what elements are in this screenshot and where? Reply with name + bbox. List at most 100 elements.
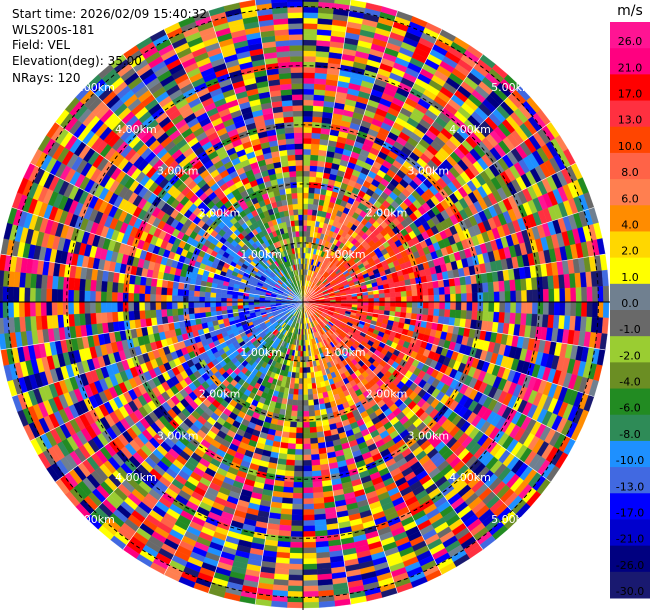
velocity-gate [302,34,318,41]
velocity-gate [314,67,328,74]
velocity-gate [294,460,304,467]
velocity-gate [498,312,506,324]
velocity-gate [296,416,304,423]
velocity-gate [318,600,336,608]
velocity-gate [288,569,304,576]
velocity-gate [390,296,397,303]
velocity-gate [302,492,314,499]
velocity-gate [302,225,308,232]
velocity-gate [311,132,321,140]
velocity-gate [498,280,506,292]
velocity-gate [406,307,413,314]
velocity-gate [315,420,323,428]
velocity-gate [302,88,315,95]
ray-separator [302,121,551,303]
velocity-gate [411,289,418,297]
velocity-gate [302,116,313,123]
velocity-gate [313,508,326,515]
velocity-gate [84,313,92,325]
velocity-gate [302,143,312,150]
velocity-gate [302,45,317,52]
velocity-gate [282,492,294,499]
velocity-gate [461,293,468,303]
velocity-gate [288,574,304,581]
velocity-gate [284,470,295,477]
velocity-gate [310,143,320,150]
velocity-gate [309,165,318,172]
velocity-gate [427,288,435,296]
velocity-gate [311,138,321,145]
velocity-gate [308,192,315,199]
velocity-gate [106,311,113,323]
velocity-gate [128,310,135,321]
velocity-gate [537,301,544,315]
velocity-gate [493,301,500,313]
velocity-gate [133,310,141,320]
velocity-gate [293,471,304,478]
velocity-gate [287,585,304,592]
velocity-gate [455,301,462,311]
velocity-gate [295,432,304,439]
velocity-gate [282,486,294,494]
velocity-gate [439,294,446,303]
velocity-gate [292,498,304,505]
velocity-gate [281,502,293,510]
velocity-gate [521,290,528,303]
velocity-gate [283,481,294,488]
velocity-gate [193,307,200,314]
velocity-gate [312,486,324,494]
velocity-gate [373,293,380,299]
velocity-gate [384,292,391,298]
velocity-gate [308,405,315,412]
velocity-gate [305,361,311,368]
velocity-gate [306,372,312,379]
velocity-gate [389,292,396,298]
velocity-gate [314,83,326,91]
velocity-gate [242,304,249,309]
velocity-gate [395,296,402,303]
velocity-gate [302,454,312,461]
velocity-gate [422,288,429,296]
velocity-gate [586,286,593,303]
velocity-gate [302,105,314,112]
velocity-gate [290,525,304,532]
velocity-gate [400,290,407,298]
velocity-gate [313,99,325,107]
velocity-gate [515,290,522,303]
velocity-gate [177,314,185,322]
velocity-gate [302,449,312,456]
velocity-gate [461,301,468,311]
velocity-gate [315,171,324,179]
velocity-gate [444,294,451,303]
velocity-gate [564,301,571,317]
velocity-gate [487,311,495,323]
velocity-gate [482,282,489,293]
velocity-gate [293,388,299,395]
velocity-gate [559,301,566,316]
velocity-sectors [0,0,610,609]
velocity-gate [444,301,451,310]
velocity-gate [482,301,489,312]
velocity-gate [281,497,293,505]
velocity-gate [315,176,323,184]
velocity-gate [313,502,325,510]
velocity-gate [282,425,291,433]
velocity-gate [288,563,304,570]
velocity-gate [298,383,304,390]
velocity-gate [379,297,386,303]
velocity-gate [302,83,315,90]
velocity-gate [305,345,309,352]
velocity-gate [302,208,309,215]
velocity-gate [307,383,313,390]
velocity-gate [575,301,582,317]
velocity-gate [379,301,386,307]
velocity-gate [520,278,527,291]
velocity-gate [302,509,315,516]
velocity-gate [302,170,311,177]
velocity-gate [302,148,312,155]
velocity-gate [510,301,517,314]
velocity-gate [401,296,407,303]
velocity-gate [422,308,429,316]
velocity-gate [172,314,180,323]
velocity-gate [482,311,489,322]
